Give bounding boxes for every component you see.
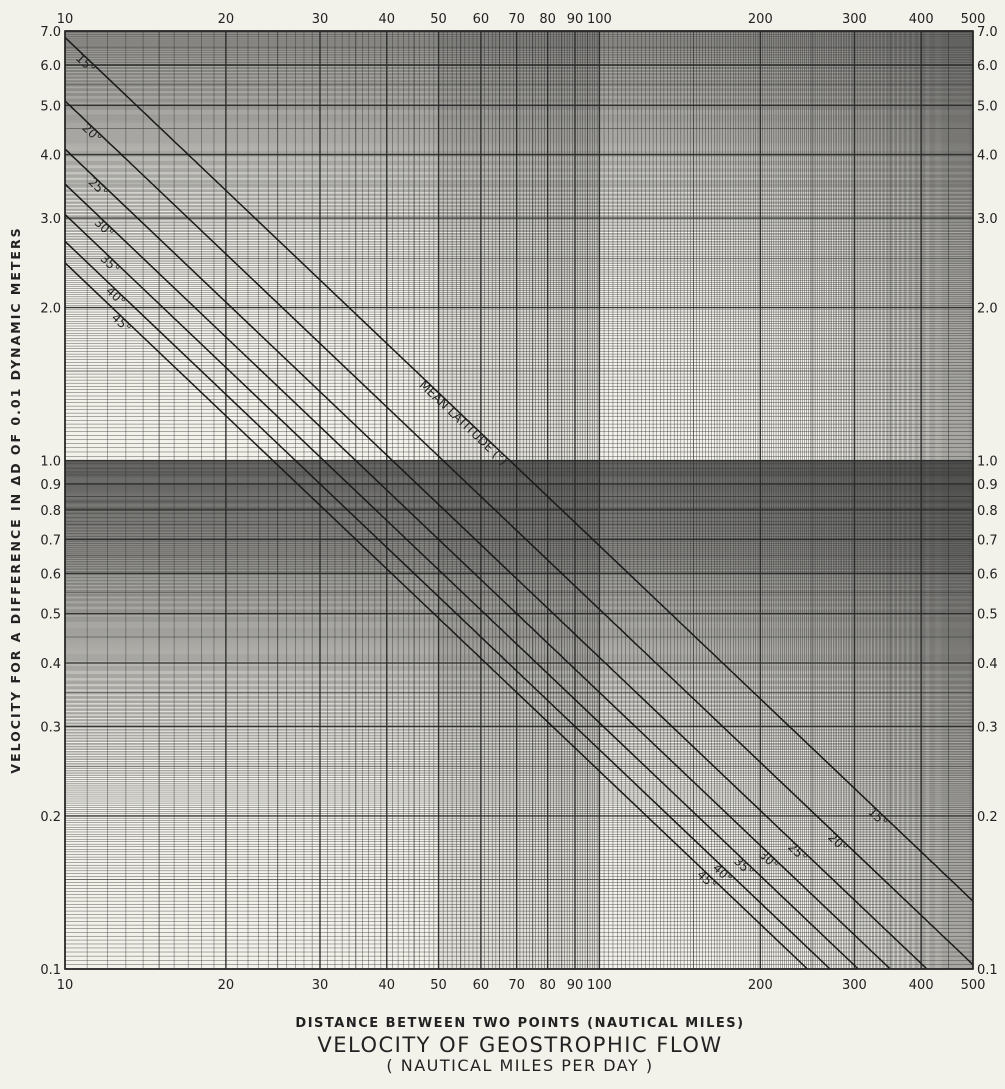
series-label-upper: 40° — [103, 284, 128, 309]
tick-labels: 1010202030304040505060607070808090901001… — [40, 12, 997, 993]
x-tick-label-top: 50 — [430, 12, 447, 27]
x-tick-label-bottom: 300 — [842, 978, 867, 993]
y-tick-label-right: 0.3 — [977, 720, 998, 735]
chart-title: VELOCITY OF GEOSTROPHIC FLOW — [317, 1033, 722, 1057]
y-tick-label-right: 0.7 — [977, 533, 998, 548]
y-tick-label-left: 0.1 — [40, 963, 61, 978]
x-tick-label-bottom: 60 — [473, 978, 490, 993]
x-tick-label-bottom: 400 — [909, 978, 934, 993]
y-tick-label-right: 4.0 — [977, 149, 998, 164]
y-tick-label-left: 0.5 — [40, 608, 61, 623]
y-tick-label-left: 0.2 — [40, 810, 61, 825]
y-tick-label-right: 0.5 — [977, 608, 998, 623]
x-tick-label-top: 100 — [587, 12, 612, 27]
y-tick-label-left: 0.3 — [40, 720, 61, 735]
y-tick-label-right: 0.4 — [977, 657, 998, 672]
y-tick-label-left: 0.9 — [40, 478, 61, 493]
y-tick-label-left: 4.0 — [40, 149, 61, 164]
series-line — [64, 183, 891, 970]
x-tick-label-bottom: 100 — [587, 978, 612, 993]
x-tick-label-bottom: 50 — [430, 978, 447, 993]
x-tick-label-top: 40 — [378, 12, 395, 27]
x-tick-label-bottom: 90 — [567, 978, 584, 993]
y-tick-label-right: 2.0 — [977, 302, 998, 317]
x-tick-label-top: 20 — [218, 12, 235, 27]
shaded-bands — [65, 31, 973, 969]
x-tick-label-top: 80 — [539, 12, 556, 27]
y-axis-label: VELOCITY FOR A DIFFERENCE IN ΔD OF 0.01 … — [8, 226, 23, 773]
shaded-band-x — [438, 31, 600, 969]
series-line — [64, 240, 831, 970]
series-line — [64, 213, 859, 970]
x-tick-label-top: 30 — [312, 12, 329, 27]
x-tick-label-bottom: 20 — [218, 978, 235, 993]
x-tick-label-top: 70 — [508, 12, 525, 27]
series-line — [64, 100, 974, 966]
chart-subtitle: ( NAUTICAL MILES PER DAY ) — [386, 1056, 653, 1075]
y-tick-label-left: 6.0 — [40, 59, 61, 74]
x-axis-label: DISTANCE BETWEEN TWO POINTS (NAUTICAL MI… — [295, 1016, 744, 1031]
x-tick-label-bottom: 30 — [312, 978, 329, 993]
x-tick-label-bottom: 40 — [378, 978, 395, 993]
x-tick-label-bottom: 10 — [57, 978, 74, 993]
x-tick-label-top: 400 — [909, 12, 934, 27]
y-tick-label-left: 7.0 — [40, 25, 61, 40]
series-line — [64, 148, 928, 970]
x-tick-label-top: 10 — [57, 12, 74, 27]
x-tick-label-top: 200 — [748, 12, 773, 27]
series-label-upper: 35° — [98, 251, 123, 276]
x-tick-label-top: 300 — [842, 12, 867, 27]
y-tick-label-right: 5.0 — [977, 99, 998, 114]
plot-frame — [64, 30, 974, 970]
series-line — [64, 36, 974, 902]
y-tick-label-right: 7.0 — [977, 25, 998, 40]
y-tick-label-right: 0.6 — [977, 567, 998, 582]
y-tick-label-left: 0.7 — [40, 533, 61, 548]
x-tick-label-bottom: 70 — [508, 978, 525, 993]
y-tick-label-right: 1.0 — [977, 455, 998, 470]
x-tick-label-top: 90 — [567, 12, 584, 27]
x-tick-label-top: 500 — [961, 12, 986, 27]
y-tick-label-left: 0.6 — [40, 567, 61, 582]
x-tick-label-top: 60 — [473, 12, 490, 27]
y-tick-label-right: 0.1 — [977, 963, 998, 978]
y-tick-label-left: 1.0 — [40, 455, 61, 470]
y-tick-label-left: 2.0 — [40, 302, 61, 317]
y-tick-label-right: 3.0 — [977, 212, 998, 227]
y-tick-label-left: 5.0 — [40, 99, 61, 114]
y-tick-label-right: 0.2 — [977, 810, 998, 825]
x-tick-label-bottom: 500 — [961, 978, 986, 993]
grid — [64, 30, 974, 970]
y-tick-label-right: 6.0 — [977, 59, 998, 74]
series-label-lower: 15° — [865, 805, 890, 830]
y-tick-label-left: 3.0 — [40, 212, 61, 227]
series-line — [64, 262, 808, 970]
shaded-band-y — [65, 460, 973, 574]
x-tick-label-bottom: 80 — [539, 978, 556, 993]
y-tick-label-right: 0.8 — [977, 504, 998, 519]
y-tick-label-left: 0.8 — [40, 504, 61, 519]
y-tick-label-right: 0.9 — [977, 478, 998, 493]
x-tick-label-bottom: 200 — [748, 978, 773, 993]
y-tick-label-left: 0.4 — [40, 657, 61, 672]
